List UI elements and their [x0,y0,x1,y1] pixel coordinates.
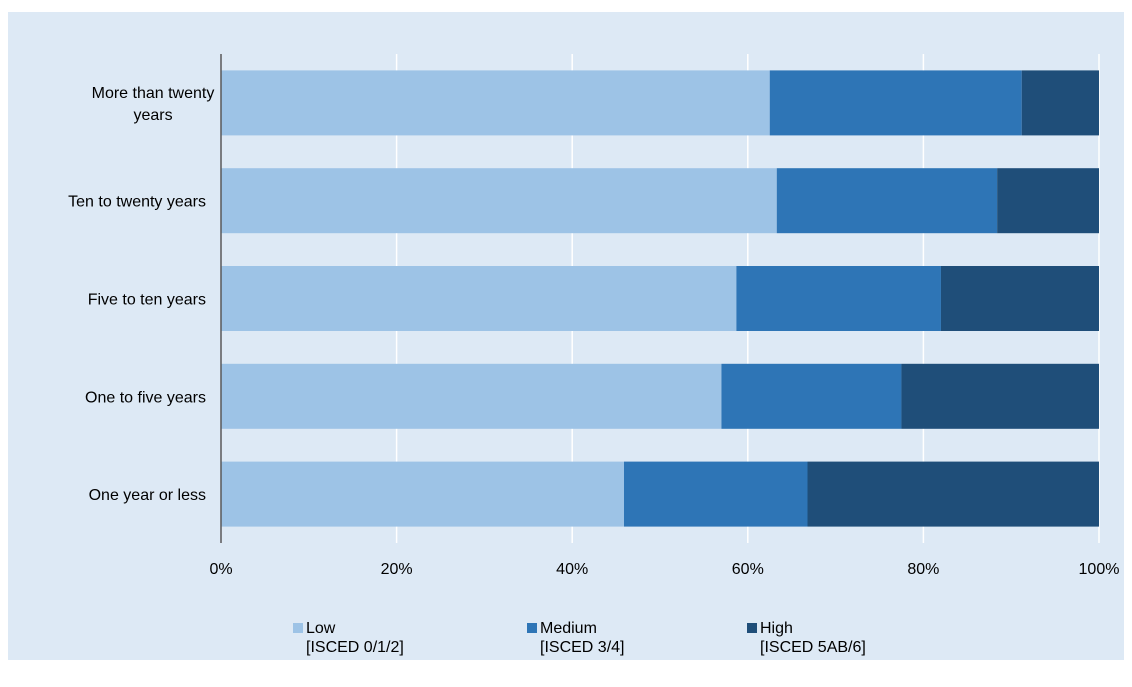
bar-segment [624,461,808,527]
bar-segment [721,363,902,429]
x-tick-label: 100% [1079,561,1120,578]
category-label: years [133,107,172,124]
bar-segment [221,266,737,331]
bar-segment [221,168,777,234]
bar-segment [807,461,1099,527]
category-label: One to five years [85,389,206,406]
x-tick-label: 40% [556,561,588,578]
bar-segment [736,266,941,331]
bar-segment [1021,70,1099,136]
x-tick-label: 60% [732,561,764,578]
bar-segment [776,168,998,234]
category-label: More than twenty [92,85,215,102]
category-label: One year or less [89,487,206,504]
category-label: Ten to twenty years [68,194,206,211]
bar-segment [997,168,1099,234]
bar-segment [221,461,625,527]
bar-segment [901,363,1099,429]
bar-segment [221,70,770,136]
x-tick-label: 80% [907,561,939,578]
x-tick-label: 20% [381,561,413,578]
x-tick-label: 0% [209,561,232,578]
category-label: Five to ten years [88,292,206,309]
bar-segment [940,266,1099,331]
bar-segment [221,363,722,429]
bar-segment [769,70,1022,136]
